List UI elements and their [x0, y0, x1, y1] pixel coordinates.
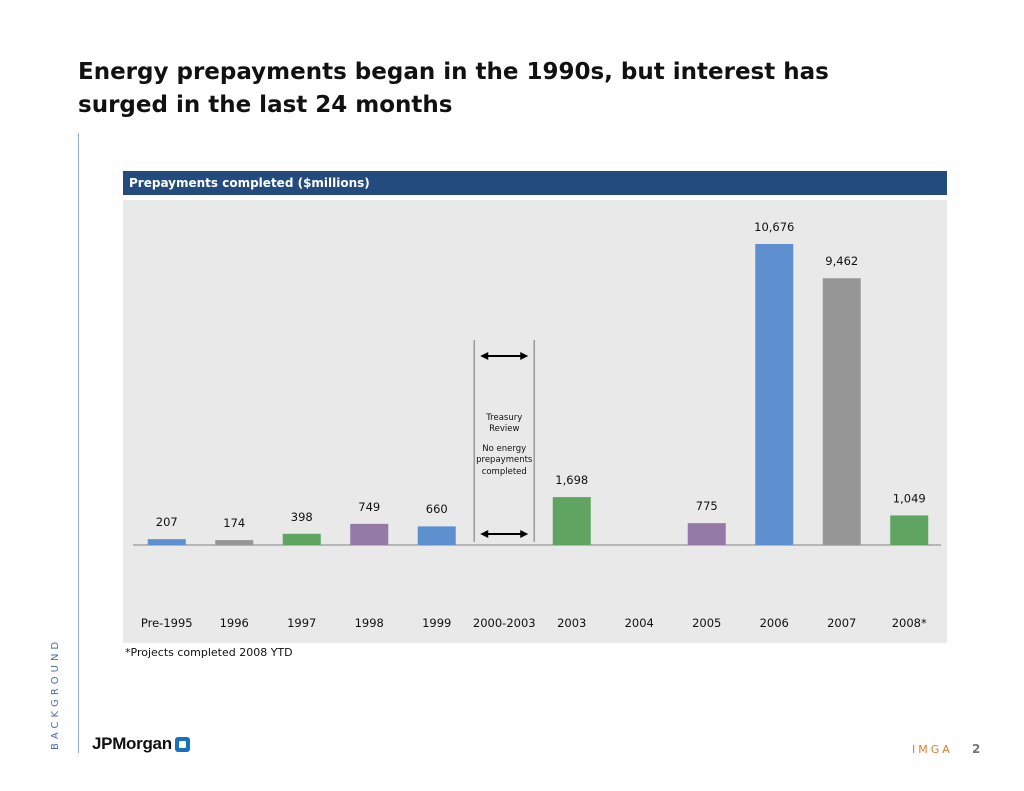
tick-label-1997: 1997 — [287, 616, 316, 630]
annotation-line-4: prepayments — [476, 455, 533, 465]
tick-label-2004: 2004 — [625, 616, 654, 630]
logo-octagon-icon — [174, 736, 190, 752]
tick-label-2007: 2007 — [827, 616, 856, 630]
data-label-2008*: 1,049 — [893, 491, 926, 505]
chart-title: Prepayments completed ($millions) — [123, 171, 947, 195]
data-label-2003: 1,698 — [555, 473, 588, 487]
bar-2008* — [890, 515, 929, 545]
annotation-line-1: Treasury — [485, 413, 522, 423]
bar-Pre-1995 — [147, 539, 186, 545]
data-label-Pre-1995: 207 — [156, 515, 178, 529]
annotation-arrowhead-right-0 — [520, 352, 529, 360]
data-label-1996: 174 — [223, 516, 245, 530]
bar-2007 — [822, 278, 861, 545]
bar-2003 — [552, 497, 591, 545]
page-number: 2 — [972, 742, 981, 756]
data-label-2007: 9,462 — [825, 254, 858, 268]
annotation-line-5: completed — [482, 467, 527, 477]
bar-1997 — [282, 533, 321, 545]
tick-label-2005: 2005 — [692, 616, 721, 630]
tick-label-2006: 2006 — [760, 616, 789, 630]
bar-1998 — [350, 523, 389, 545]
annotation-arrowhead-right-1 — [520, 530, 529, 538]
side-section-label: BACKGROUND — [50, 630, 70, 750]
chart-footnote: *Projects completed 2008 YTD — [125, 646, 293, 659]
bar-1996 — [215, 540, 254, 545]
left-divider-line — [78, 133, 79, 753]
footer-brand: IMGA — [912, 743, 953, 756]
data-label-1997: 398 — [291, 510, 313, 524]
data-label-2005: 775 — [696, 499, 718, 513]
bar-2006 — [755, 244, 794, 545]
tick-label-1999: 1999 — [422, 616, 451, 630]
tick-label-2008*: 2008* — [892, 616, 927, 630]
annotation-line-2: Review — [489, 424, 519, 434]
tick-label-1998: 1998 — [355, 616, 384, 630]
annotation-arrowhead-left-0 — [480, 352, 489, 360]
tick-label-2003: 2003 — [557, 616, 586, 630]
data-label-1999: 660 — [426, 502, 448, 516]
bar-2005 — [687, 523, 726, 545]
tick-label-Pre-1995: Pre-1995 — [141, 616, 193, 630]
data-label-2006: 10,676 — [754, 220, 794, 234]
tick-label-1996: 1996 — [220, 616, 249, 630]
chart-plot-area: 207 Pre-1995 174 1996 398 1997 749 1998 660 1999 2… — [123, 200, 947, 643]
tick-label-2000-2003: 2000-2003 — [473, 616, 536, 630]
bar-1999 — [417, 526, 456, 545]
data-label-1998: 749 — [358, 500, 380, 514]
side-section-text: BACKGROUND — [50, 637, 61, 750]
jpmorgan-logo: JPMorgan — [92, 734, 190, 754]
bar-chart: 207 Pre-1995 174 1996 398 1997 749 1998 660 1999 2… — [133, 220, 941, 630]
annotation-arrowhead-left-1 — [480, 530, 489, 538]
annotation-line-3: No energy — [482, 444, 526, 454]
slide-title: Energy prepayments began in the 1990s, b… — [78, 59, 829, 118]
logo-text: JPMorgan — [92, 734, 172, 753]
